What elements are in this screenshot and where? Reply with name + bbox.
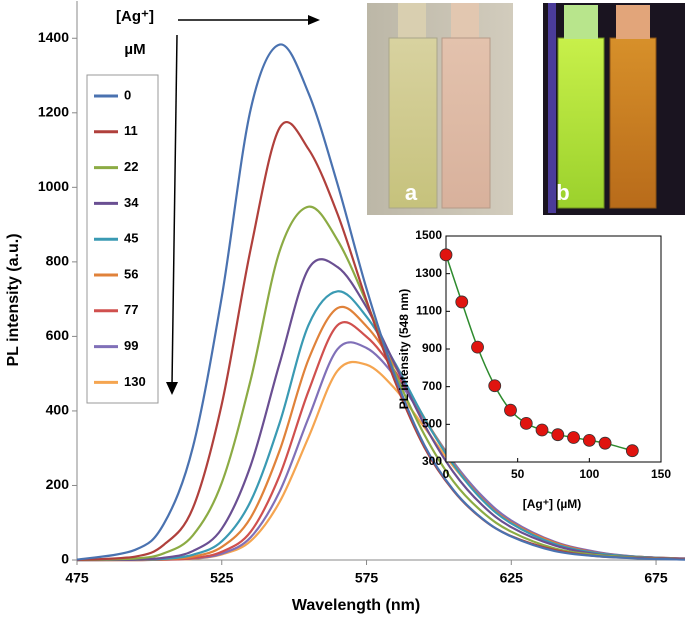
legend-label: 0 (124, 87, 131, 102)
inset-marker (625, 444, 639, 458)
y-tick-label: 1200 (38, 104, 69, 120)
x-tick-label: 675 (644, 570, 668, 586)
inset-x-tick-label: 0 (443, 467, 450, 481)
series-line (76, 205, 685, 562)
series-line (76, 43, 685, 561)
x-axis-title: Wavelength (nm) (292, 597, 420, 614)
inset-marker (455, 295, 469, 309)
inset-x-tick-label: 50 (511, 467, 525, 481)
series-line (76, 258, 685, 562)
y-tick-label: 1000 (38, 178, 69, 194)
inset-marker (471, 340, 484, 354)
inset-marker (488, 379, 502, 393)
legend-label: 22 (124, 159, 138, 174)
legend-label: 130 (124, 374, 146, 389)
inset-y-tick-label: 300 (422, 454, 442, 468)
panel-label: a (405, 180, 418, 205)
inset-y-tick-label: 1100 (416, 304, 442, 318)
series-line (76, 290, 685, 562)
inset-x-title: [Ag⁺] (µM) (523, 497, 582, 511)
arrow (166, 15, 320, 395)
inset-marker (439, 248, 453, 262)
legend-label: 77 (124, 302, 138, 317)
inset-marker (582, 433, 596, 447)
inset-y-tick-label: 1500 (415, 228, 442, 242)
x-tick-label: 575 (355, 570, 379, 586)
y-tick-label: 800 (46, 253, 70, 269)
legend-title: [Ag⁺] (116, 8, 154, 25)
inset-marker (598, 436, 612, 450)
inset-marker (504, 403, 517, 417)
inset-y-tick-label: 900 (422, 341, 442, 355)
legend-label: 56 (124, 266, 138, 281)
inset-x-tick-label: 150 (651, 467, 671, 481)
legend-label: 34 (124, 195, 139, 210)
legend-label: 45 (124, 231, 138, 246)
y-axis-title: PL intensity (a.u.) (5, 233, 22, 366)
inset-y-title: PL intensity (548 nm) (397, 289, 411, 409)
y-tick-label: 200 (46, 476, 70, 492)
inset-x-tick-label: 100 (579, 467, 599, 481)
y-tick-label: 600 (46, 327, 70, 343)
inset-y-tick-label: 1300 (415, 266, 442, 280)
inset-marker (567, 431, 580, 444)
inset-y-tick-label: 500 (422, 417, 442, 431)
photo-b (543, 3, 685, 215)
y-tick-label: 400 (46, 402, 70, 418)
y-tick-label: 1400 (38, 29, 69, 45)
y-tick-label: 0 (61, 551, 69, 567)
legend-label: 11 (124, 123, 138, 138)
inset-y-tick-label: 700 (422, 379, 442, 393)
photo-a (367, 3, 513, 215)
x-tick-label: 475 (65, 570, 89, 586)
x-tick-label: 625 (500, 570, 524, 586)
inset-marker (519, 416, 533, 430)
panel-label: b (556, 180, 569, 205)
legend-label: 99 (124, 338, 138, 353)
x-tick-label: 525 (210, 570, 234, 586)
inset-plot: 300 500 700 900 1100 1300 1500 0 50 100 150 (415, 228, 671, 481)
inset-marker (551, 428, 565, 442)
inset-marker (535, 423, 549, 437)
legend-title: µM (124, 41, 145, 58)
